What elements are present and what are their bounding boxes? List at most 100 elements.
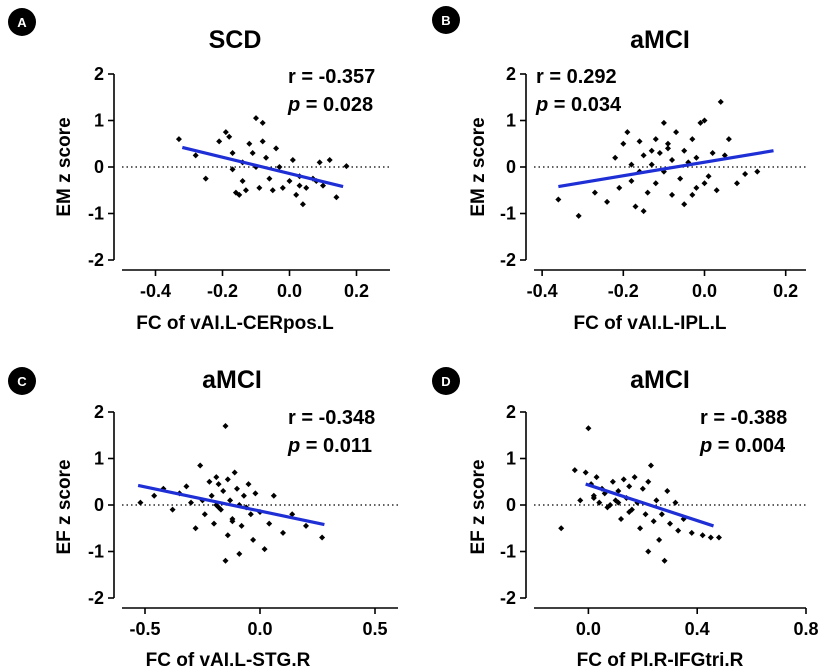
scatter-point [215,481,222,488]
scatter-point [202,175,209,182]
y-tick-label: -1 [500,542,516,562]
scatter-point [681,147,688,154]
scatter-point [208,492,215,499]
scatter-point [259,138,266,145]
scatter-point [286,177,293,184]
scatter-point [252,490,259,497]
scatter-point [197,462,204,469]
scatter-point [585,425,592,432]
chart-title: aMCI [630,366,690,394]
scatter-point [660,119,667,126]
scatter-point [725,136,732,143]
scatter-point [644,189,651,196]
regression-line [137,483,325,527]
scatter-point [664,140,671,147]
scatter-point [245,481,252,488]
scatter-point [216,138,223,145]
scatter-point [642,511,649,518]
scatter-point [201,511,208,518]
scatter-point [591,189,598,196]
scatter-point [645,548,652,555]
scatter-point [206,478,213,485]
stat-p: p = 0.011 [287,435,372,457]
y-tick-label: -1 [88,204,104,224]
scatter-point [571,467,578,474]
scatter-point [229,150,236,157]
scatter-point [555,196,562,203]
scatter-point [652,136,659,143]
scatter-point [713,187,720,194]
y-tick-label: 2 [506,64,516,84]
scatter-point [645,478,652,485]
y-tick-label: 2 [94,402,104,422]
stat-r: r = -0.348 [288,407,375,429]
scatter-point [326,157,333,164]
panel-badge-circle [432,367,460,395]
stat-p-value: = 0.028 [300,94,373,116]
scatter-point [280,529,286,536]
x-tick-label: 0.2 [773,281,798,301]
scatter-point [220,488,227,495]
scatter-point [234,485,240,492]
stat-r: r = -0.388 [700,407,787,429]
scatter-point [289,511,296,518]
stat-p-value: = 0.004 [712,435,786,457]
scatter-point [279,184,286,191]
scatter-point [616,184,623,191]
stat-p: p = 0.004 [699,435,786,457]
panel-badge-label: C [17,374,27,389]
scatter-point [236,191,243,198]
scatter-point [705,173,712,180]
scatter-point [615,499,622,506]
scatter-point [669,157,676,164]
scatter-point [266,175,273,182]
stat-p-value: = 0.034 [548,94,622,116]
scatter-point [343,163,350,170]
x-tick-label: 0.5 [362,619,387,639]
scatter-point [673,129,680,136]
scatter-point [575,212,582,219]
scatter-point [717,98,724,105]
scatter-point [192,525,199,532]
stat-p-letter: p [535,94,548,116]
scatter-point [215,504,222,511]
y-tick-label: 2 [506,402,516,422]
y-tick-label: 0 [94,495,104,515]
x-tick-label: 0.0 [277,281,302,301]
scatter-point [242,187,249,194]
panel-badge-circle [8,8,36,36]
stat-p: p = 0.034 [535,94,622,116]
scatter-point [320,182,326,189]
scatter-point [677,175,684,182]
scatter-point [661,557,668,564]
scatter-point [628,506,635,513]
panel-badge-label: B [441,13,450,28]
scatter-point [229,518,236,525]
scatter-point [754,168,761,175]
scatter-point [715,534,722,541]
panel-a: A SCD r = -0.357 p = 0.028 EM z score FC… [8,8,390,334]
scatter-point [192,152,199,159]
scatter-point [667,520,673,527]
chart-title: aMCI [202,366,262,394]
scatter-point [652,180,659,187]
scatter-point [620,476,627,483]
scatter-point [721,152,728,159]
x-tick-label: -0.4 [527,281,558,301]
regression-line [181,145,344,189]
scatter-point [664,145,671,152]
scatter-point [296,182,303,189]
scatter-point [263,154,270,161]
scatter-point [709,150,716,157]
stat-p: p = 0.028 [287,94,373,116]
scatter-point [628,177,635,184]
scatter-point [333,194,340,201]
y-tick-label: 0 [506,495,516,515]
scatter-point [612,154,619,161]
scatter-point [319,534,326,541]
scatter-point [256,184,263,191]
panel-c: C aMCI r = -0.348 p = 0.011 EF z score F… [8,366,398,671]
x-tick-label: -0.2 [207,281,238,301]
scatter-point [247,511,254,518]
scatter-point [259,119,266,126]
